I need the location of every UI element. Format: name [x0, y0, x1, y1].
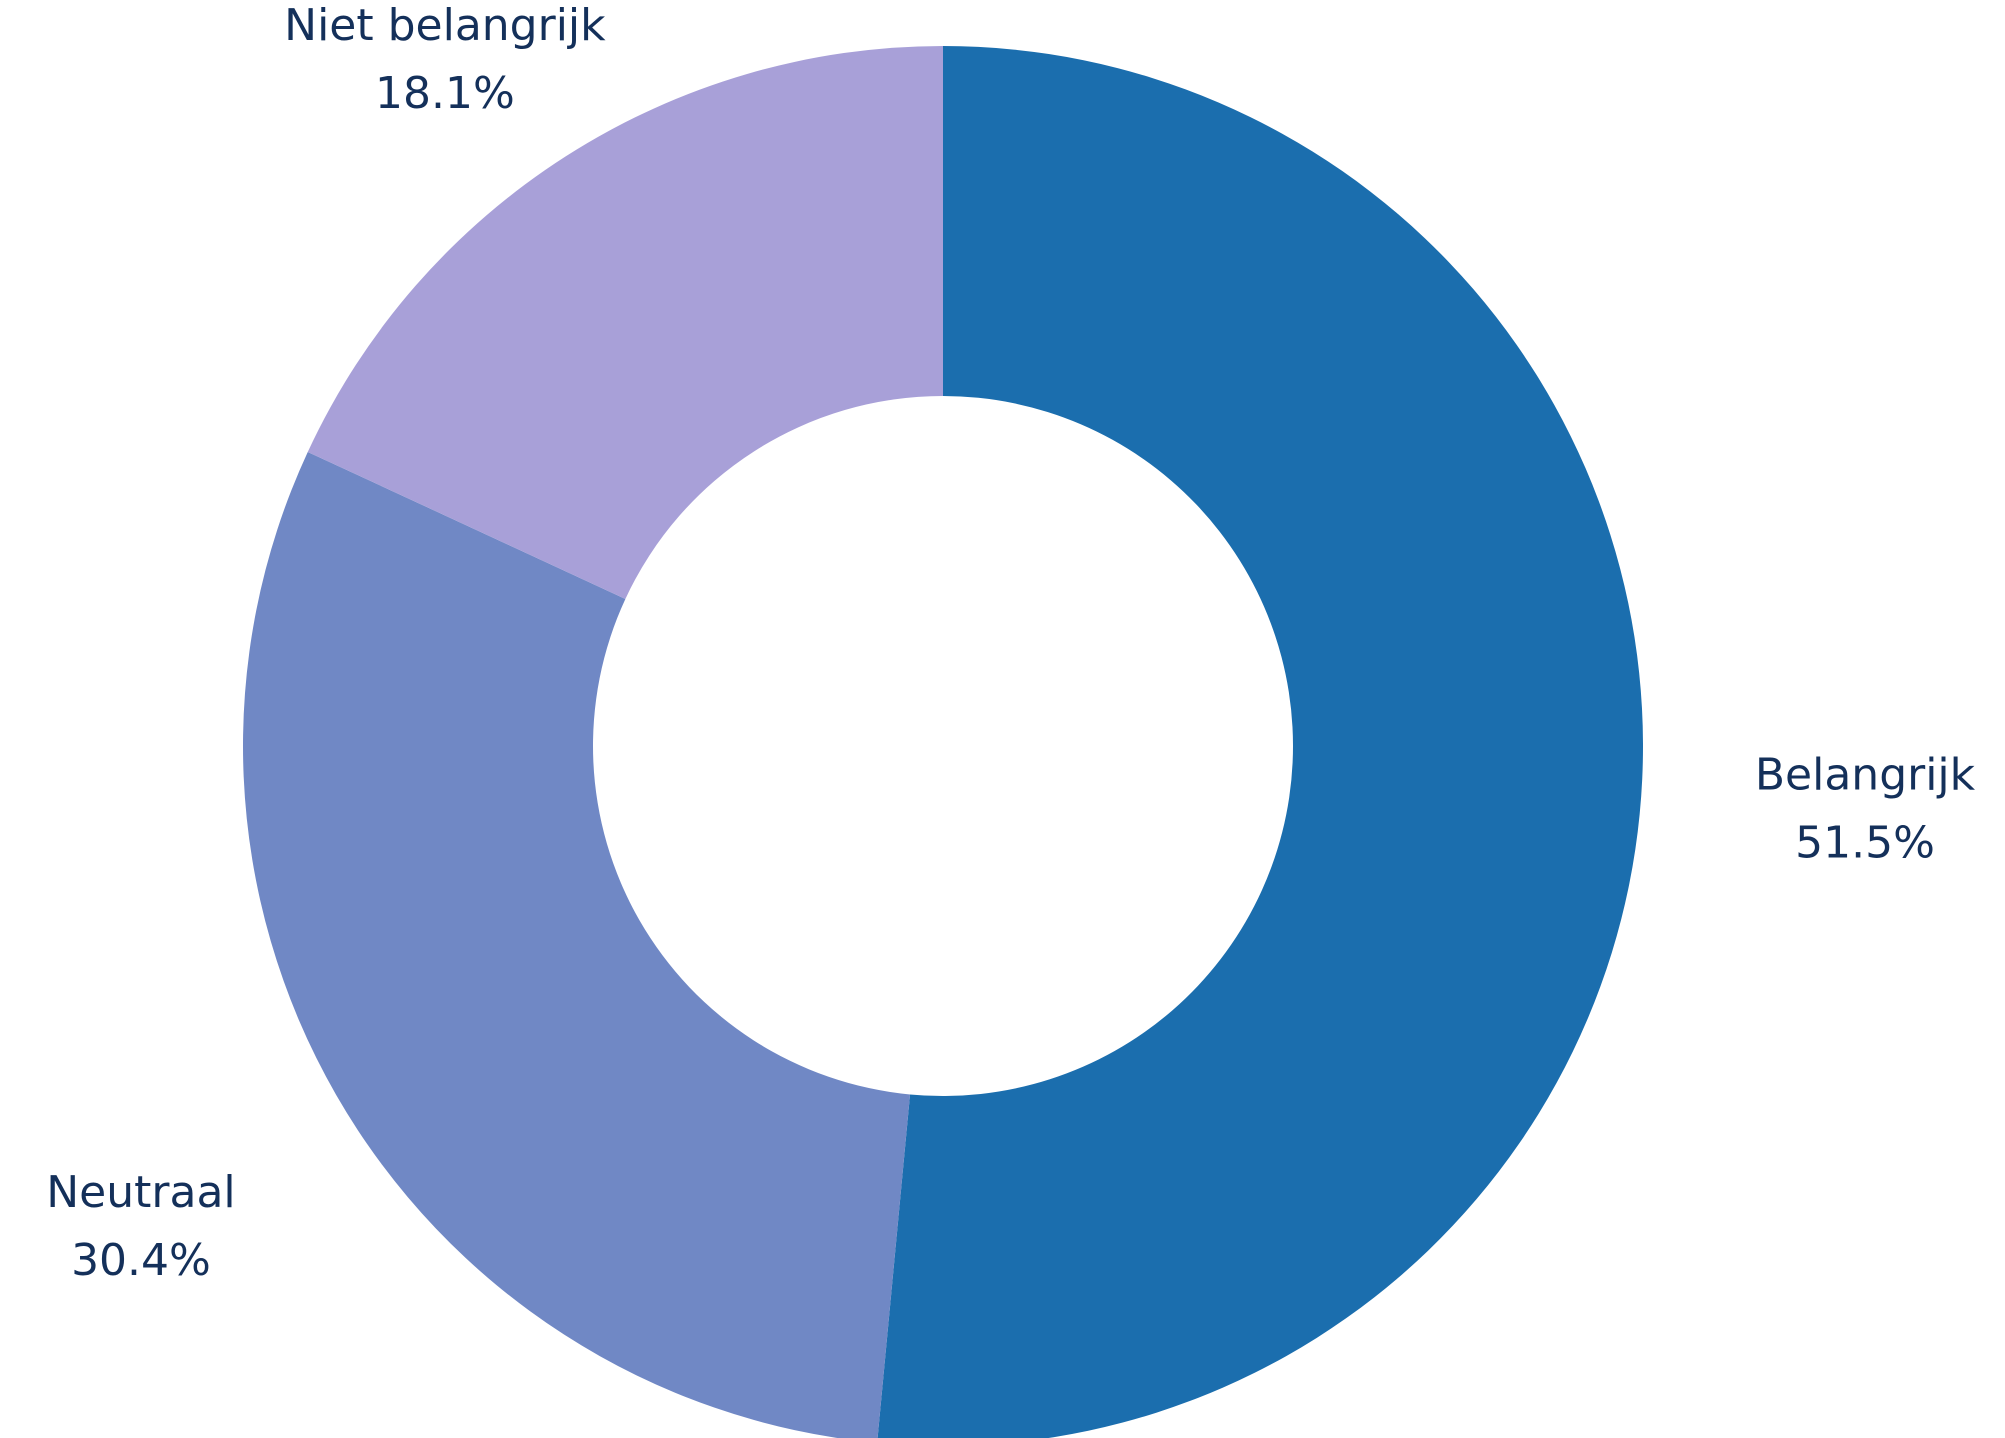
slice-label-name: Niet belangrijk: [284, 0, 606, 51]
donut-slice-niet-belangrijk: [307, 46, 944, 599]
slice-label-name: Neutraal: [46, 1167, 235, 1218]
donut-slices: [243, 46, 1644, 1438]
slice-label-name: Belangrijk: [1755, 750, 1976, 801]
slice-label-value: 30.4%: [71, 1235, 211, 1286]
donut-slice-neutraal: [243, 451, 911, 1438]
slice-labels: Belangrijk 51.5% Neutraal 30.4% Niet belangr…: [46, 0, 1975, 1286]
slice-label-value: 51.5%: [1795, 818, 1935, 869]
donut-slice-belangrijk: [877, 46, 1644, 1438]
slice-label-value: 18.1%: [375, 68, 515, 119]
